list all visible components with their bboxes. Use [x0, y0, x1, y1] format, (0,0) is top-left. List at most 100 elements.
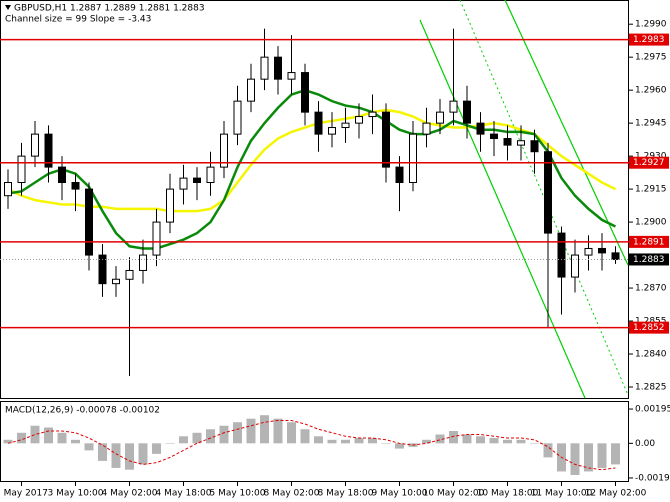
chart-subtitle: Channel size = 99 Slope = -3.43 — [5, 15, 151, 25]
candle-body — [463, 100, 471, 124]
x-tick-label: 2 May 2017 — [0, 489, 48, 499]
macd-bar — [260, 415, 269, 444]
macd-bar — [206, 429, 215, 444]
x-tick-label: 5 May 10:00 — [210, 489, 266, 499]
moving-average — [7, 108, 617, 213]
level-label: 1.2927 — [633, 158, 665, 168]
channel-line — [419, 19, 586, 399]
x-tick-label: 8 May 02:00 — [264, 489, 320, 499]
x-tick-label: 10 May 02:00 — [423, 489, 485, 499]
macd-bar — [516, 439, 526, 444]
y-tick-label: 1.2960 — [635, 86, 667, 96]
macd-bar — [57, 432, 67, 444]
x-tick-label: 4 May 18:00 — [156, 489, 212, 499]
candle-body — [503, 138, 512, 146]
y-tick-label: 1.2825 — [635, 383, 667, 393]
channel — [419, 0, 629, 399]
level-label-box — [629, 321, 669, 334]
chart-title: GBPUSD,H1 1.2887 1.2889 1.2881 1.2883 — [14, 4, 205, 14]
candle-body — [179, 177, 188, 190]
macd-bar — [138, 443, 148, 465]
y-tick-label: 1.2990 — [635, 20, 667, 30]
candle-body — [436, 111, 444, 124]
macd-bar — [30, 425, 40, 444]
y-tick-label: 1.2900 — [635, 218, 667, 228]
channel-mid-line — [459, 0, 629, 396]
y-tick-label: 0.00 — [635, 439, 655, 449]
x-tick-label: 4 May 02:00 — [102, 489, 158, 499]
macd-bar — [273, 418, 283, 444]
candle-body — [98, 254, 107, 285]
macd-bar — [17, 432, 26, 444]
signal-line — [7, 419, 616, 471]
candle-body — [490, 133, 498, 140]
macd-bar — [368, 438, 377, 444]
macd-bar — [327, 439, 337, 444]
y-tick-label: -0.00197 — [635, 473, 670, 483]
macd-bar — [125, 443, 134, 470]
macd-bar — [584, 443, 593, 472]
x-tick-label: 11 May 10:00 — [531, 489, 593, 499]
macd-bar — [462, 434, 472, 444]
moving-average — [7, 88, 617, 250]
candle-body — [139, 254, 147, 271]
channel-line — [504, 0, 629, 266]
candle-body — [517, 140, 525, 146]
macd-bar — [84, 443, 94, 451]
macd-bar — [152, 443, 161, 454]
macd-bar — [314, 436, 323, 444]
macd-bar — [597, 443, 607, 468]
macd-bar — [44, 427, 53, 444]
candle-body — [598, 247, 606, 254]
main-panel — [0, 0, 629, 399]
candle-body — [287, 72, 296, 80]
candle-body — [557, 232, 566, 278]
y-tick-label: 1.2855 — [635, 317, 667, 327]
macd-bar — [233, 422, 242, 444]
candle-body — [112, 278, 120, 285]
macd-bar — [435, 434, 445, 444]
candle-body — [476, 122, 485, 135]
macd-bar — [611, 443, 620, 465]
y-tick-label: 1.2915 — [635, 185, 667, 195]
candle-body — [409, 133, 417, 184]
macd-bar — [503, 439, 512, 444]
candle-body — [274, 56, 282, 80]
candle-body — [571, 254, 579, 278]
macd-bar — [165, 443, 175, 444]
macd-bar — [300, 429, 310, 444]
candle-body — [125, 269, 134, 280]
macd-bar — [543, 443, 553, 458]
candle-body — [301, 72, 309, 113]
macd-bar — [246, 418, 256, 444]
candle-body — [530, 140, 539, 153]
candle-body — [449, 100, 458, 113]
candle-body — [355, 116, 363, 124]
candle-body — [206, 166, 215, 184]
candle-body — [44, 133, 53, 168]
y-tick-label: 1.2975 — [635, 53, 667, 63]
y-tick-label: 1.2945 — [635, 119, 667, 129]
macd-bar — [570, 443, 580, 475]
candle-body — [260, 56, 269, 80]
level-label-box — [629, 235, 669, 248]
macd-bar — [71, 439, 80, 444]
level-label: 1.2983 — [633, 35, 665, 45]
x-tick-label: 9 May 10:00 — [372, 489, 428, 499]
candle-body — [328, 127, 336, 135]
last-price-label: 1.2883 — [633, 255, 665, 265]
candle-body — [422, 122, 431, 135]
y-tick-label: 1.2840 — [635, 350, 667, 360]
macd-bar — [179, 436, 188, 444]
macd-bar — [422, 439, 431, 444]
level-label: 1.2891 — [633, 237, 665, 247]
candle-body — [31, 133, 39, 157]
macd-title: MACD(12,26,9) -0.00078 -0.00102 — [5, 406, 160, 416]
candle-body — [152, 221, 161, 256]
macd-bar — [287, 422, 296, 444]
candle-body — [341, 122, 350, 129]
candle-body — [611, 252, 620, 260]
menu-icon — [5, 5, 11, 10]
macd-bar — [3, 439, 13, 444]
